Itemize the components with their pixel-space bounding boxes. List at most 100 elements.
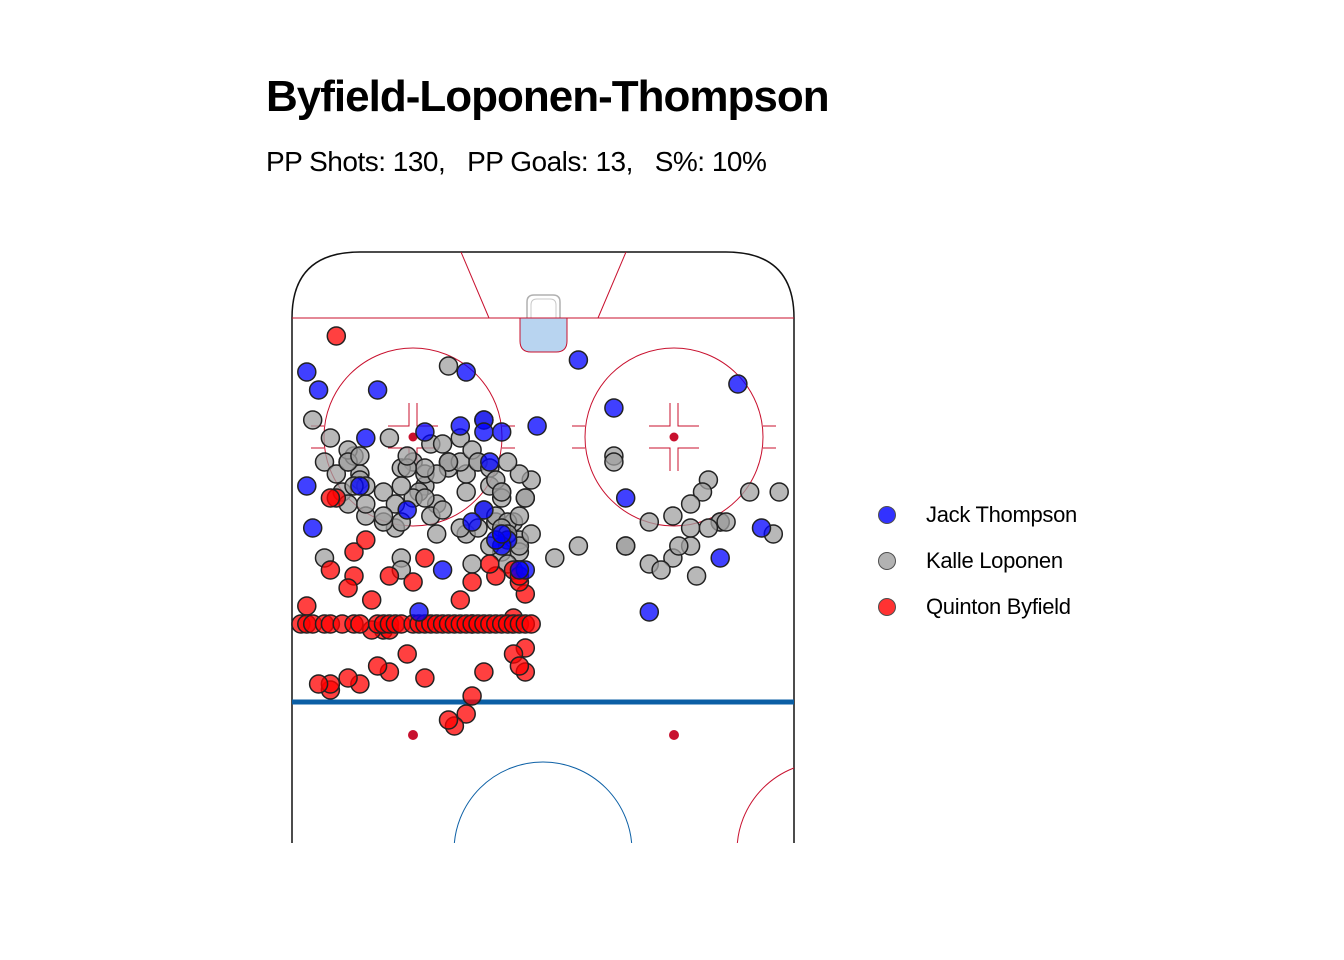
- shot-point: [545, 548, 565, 568]
- shot-point: [326, 326, 347, 346]
- shot-point: [426, 524, 447, 544]
- faceoff-circle-right: [572, 347, 776, 527]
- legend: Jack Thompson Kalle Loponen Quinton Byfiel…: [878, 492, 1077, 630]
- shot-point: [438, 452, 459, 472]
- shot-point: [480, 554, 500, 574]
- shot-point: [680, 494, 701, 514]
- shot-point: [639, 602, 660, 622]
- shot-point: [568, 536, 589, 556]
- shot-point: [450, 590, 471, 610]
- shot-point: [356, 494, 376, 514]
- shot-point: [521, 614, 541, 634]
- shot-point: [297, 362, 317, 382]
- shot-point: [314, 452, 335, 472]
- shot-point: [415, 422, 435, 442]
- shot-point: [397, 500, 417, 520]
- rink-surface: [291, 251, 795, 843]
- shot-point: [308, 380, 329, 400]
- shot-point: [302, 410, 323, 430]
- shot-point: [651, 560, 671, 580]
- legend-marker: [878, 598, 896, 616]
- goal-crease: [519, 317, 568, 353]
- shot-point: [409, 602, 429, 622]
- shot-point: [379, 566, 400, 586]
- neutral-dot-right: [669, 730, 679, 740]
- shot-point: [515, 488, 536, 508]
- shot-point: [509, 464, 530, 484]
- shot-point: [480, 452, 500, 472]
- goal-net: [526, 294, 561, 318]
- legend-marker: [878, 552, 896, 570]
- shot-point: [350, 614, 370, 634]
- shot-point: [338, 668, 358, 688]
- shot-point: [367, 656, 388, 676]
- shot-point: [521, 524, 541, 544]
- trapezoid-left: [460, 252, 490, 319]
- shot-point: [397, 446, 417, 466]
- shot-point: [698, 518, 719, 538]
- shot-point: [692, 482, 713, 502]
- shot-point: [391, 476, 412, 496]
- shot-point: [686, 566, 707, 586]
- shot-point: [308, 674, 329, 694]
- shot-point: [361, 590, 382, 610]
- shot-point: [456, 704, 476, 724]
- shot-point: [491, 422, 512, 442]
- series-jack-thompson: [297, 350, 772, 622]
- shot-point: [604, 452, 624, 472]
- shot-point: [356, 530, 376, 550]
- legend-label: Quinton Byfield: [926, 594, 1071, 619]
- shot-point: [769, 482, 789, 502]
- shot-point: [403, 572, 423, 592]
- shot-point: [462, 572, 482, 592]
- shot-point: [663, 506, 683, 526]
- shot-point: [338, 578, 358, 598]
- legend-item: Kalle Loponen: [878, 538, 1077, 584]
- shot-point: [751, 518, 772, 538]
- shot-point: [356, 428, 376, 448]
- shot-point: [432, 434, 453, 454]
- shot-point: [367, 380, 388, 400]
- shot-point: [509, 506, 530, 526]
- shot-point: [669, 536, 689, 556]
- shot-point: [379, 428, 400, 448]
- shot-point: [320, 560, 341, 580]
- shot-point: [739, 482, 760, 502]
- shot-point: [680, 518, 701, 538]
- shot-point: [527, 416, 547, 436]
- shot-point: [373, 506, 394, 526]
- shot-point: [615, 488, 636, 508]
- shot-point: [462, 686, 482, 706]
- series-quinton-byfield: [291, 326, 541, 736]
- shot-point: [497, 452, 518, 472]
- chart-title: Byfield-Loponen-Thompson: [266, 72, 830, 121]
- shot-point: [716, 512, 736, 532]
- shot-point: [415, 548, 435, 568]
- shot-point: [474, 662, 494, 682]
- shot-point: [344, 542, 364, 562]
- shot-point: [397, 644, 417, 664]
- shot-point: [297, 596, 317, 616]
- shot-point: [474, 422, 494, 442]
- shot-point: [509, 560, 530, 580]
- shot-point: [297, 476, 317, 496]
- chart-subtitle: PP Shots: 130, PP Goals: 13, S%: 10%: [266, 146, 767, 177]
- shot-point: [639, 512, 660, 532]
- neutral-faceoff-circle-right: [736, 761, 794, 843]
- shot-point: [474, 500, 494, 520]
- shot-point: [728, 374, 748, 394]
- shot-point: [326, 464, 347, 484]
- shot-point: [438, 710, 459, 730]
- shot-point: [491, 524, 512, 544]
- trapezoid-right: [597, 252, 627, 319]
- shot-point: [568, 350, 589, 370]
- shot-point: [604, 398, 624, 418]
- legend-marker: [878, 506, 896, 524]
- shot-point: [415, 668, 435, 688]
- shot-point: [302, 518, 323, 538]
- neutral-dot-left: [408, 730, 418, 740]
- shot-point: [350, 476, 370, 496]
- shot-point: [320, 428, 341, 448]
- shot-point: [350, 446, 370, 466]
